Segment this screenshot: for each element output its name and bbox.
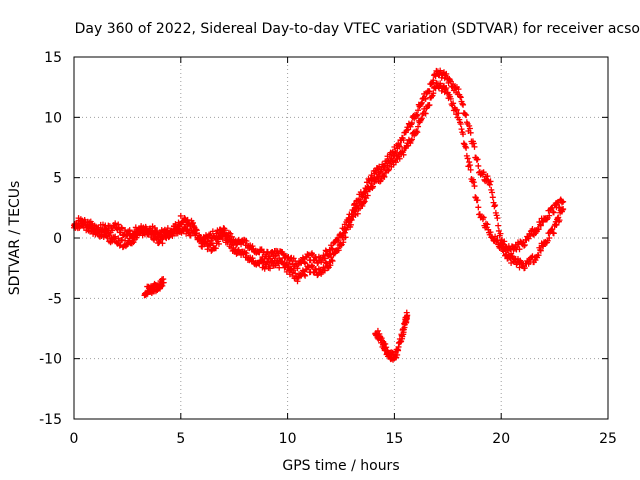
y-tick-label: 15 [44,50,62,66]
chart-title: Day 360 of 2022, Sidereal Day-to-day VTE… [75,21,640,37]
x-tick-label: 15 [385,431,403,447]
y-tick-label: -10 [39,352,62,368]
y-tick-label: -15 [39,412,62,428]
y-tick-label: 5 [53,171,62,187]
y-tick-label: 0 [53,231,62,247]
x-tick-labels: 0 5 10 15 20 25 [70,431,617,447]
y-tick-label: 10 [44,110,62,126]
y-tick-label: -5 [48,291,62,307]
x-tick-label: 20 [492,431,510,447]
x-tick-label: 25 [599,431,617,447]
series-trace-a [71,80,567,285]
axis-ticks [73,56,609,420]
y-axis-title: SDTVAR / TECUs [7,181,23,296]
series-short-segment-2 [372,309,411,363]
x-tick-label: 0 [70,431,79,447]
x-axis-title: GPS time / hours [282,458,399,474]
x-tick-label: 5 [176,431,185,447]
data-points [71,67,567,363]
y-tick-labels: -15 -10 -5 0 5 10 15 [39,50,62,428]
x-tick-label: 10 [279,431,297,447]
series-short-segment-1 [141,276,167,299]
